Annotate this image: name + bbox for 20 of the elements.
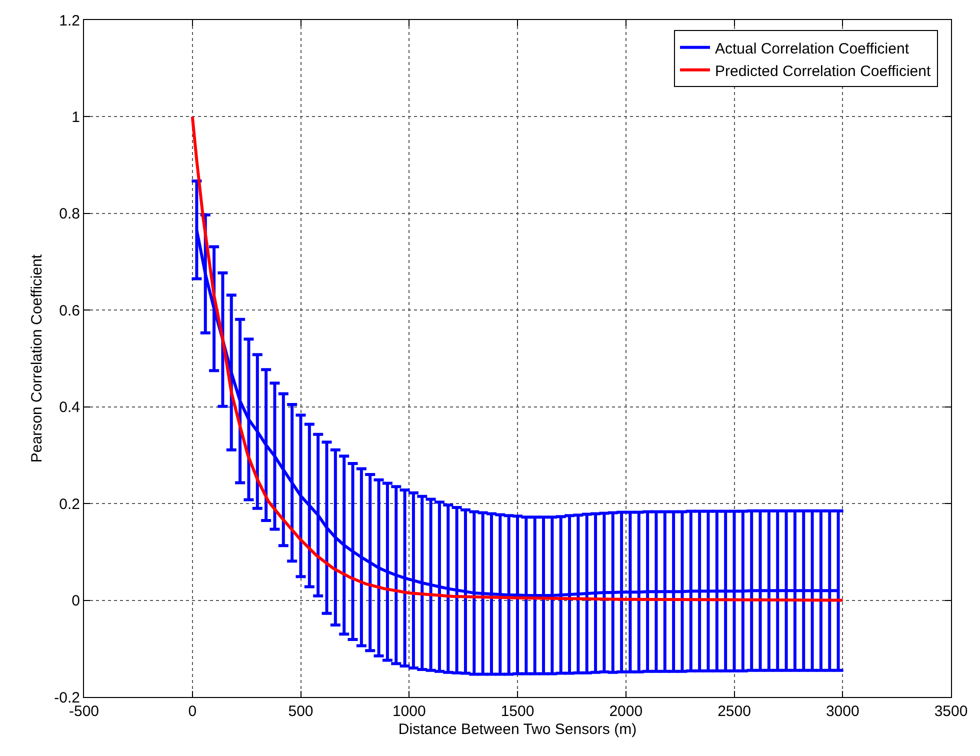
x-tick-label: 500 bbox=[288, 703, 314, 720]
x-tick-label: 1000 bbox=[392, 703, 426, 720]
x-tick-label: 0 bbox=[188, 703, 197, 720]
y-tick-label: 0.2 bbox=[59, 496, 80, 513]
line-series bbox=[190, 115, 844, 602]
y-tick-label: 1.2 bbox=[59, 12, 80, 30]
y-tick-label: 1 bbox=[72, 108, 80, 126]
x-axis-title: Distance Between Two Sensors (m) bbox=[398, 721, 637, 738]
x-tick-label: 3500 bbox=[934, 703, 968, 720]
y-tick-label: 0 bbox=[72, 592, 80, 610]
legend-label: Actual Correlation Coefficient bbox=[714, 40, 910, 58]
x-tick-label: 2500 bbox=[718, 703, 751, 720]
legend-label: Predicted Correlation Coefficient bbox=[714, 62, 932, 80]
y-tick-label: 0.6 bbox=[59, 302, 80, 320]
y-axis-title: Pearson Correlation Coefficient bbox=[28, 254, 46, 463]
x-tick-label: 3000 bbox=[826, 703, 860, 720]
y-tick-label: 0.8 bbox=[59, 206, 80, 223]
x-tick-label: 2000 bbox=[609, 703, 643, 720]
x-tick-label: 1500 bbox=[500, 703, 534, 720]
y-tick-label: 0.4 bbox=[59, 399, 80, 416]
